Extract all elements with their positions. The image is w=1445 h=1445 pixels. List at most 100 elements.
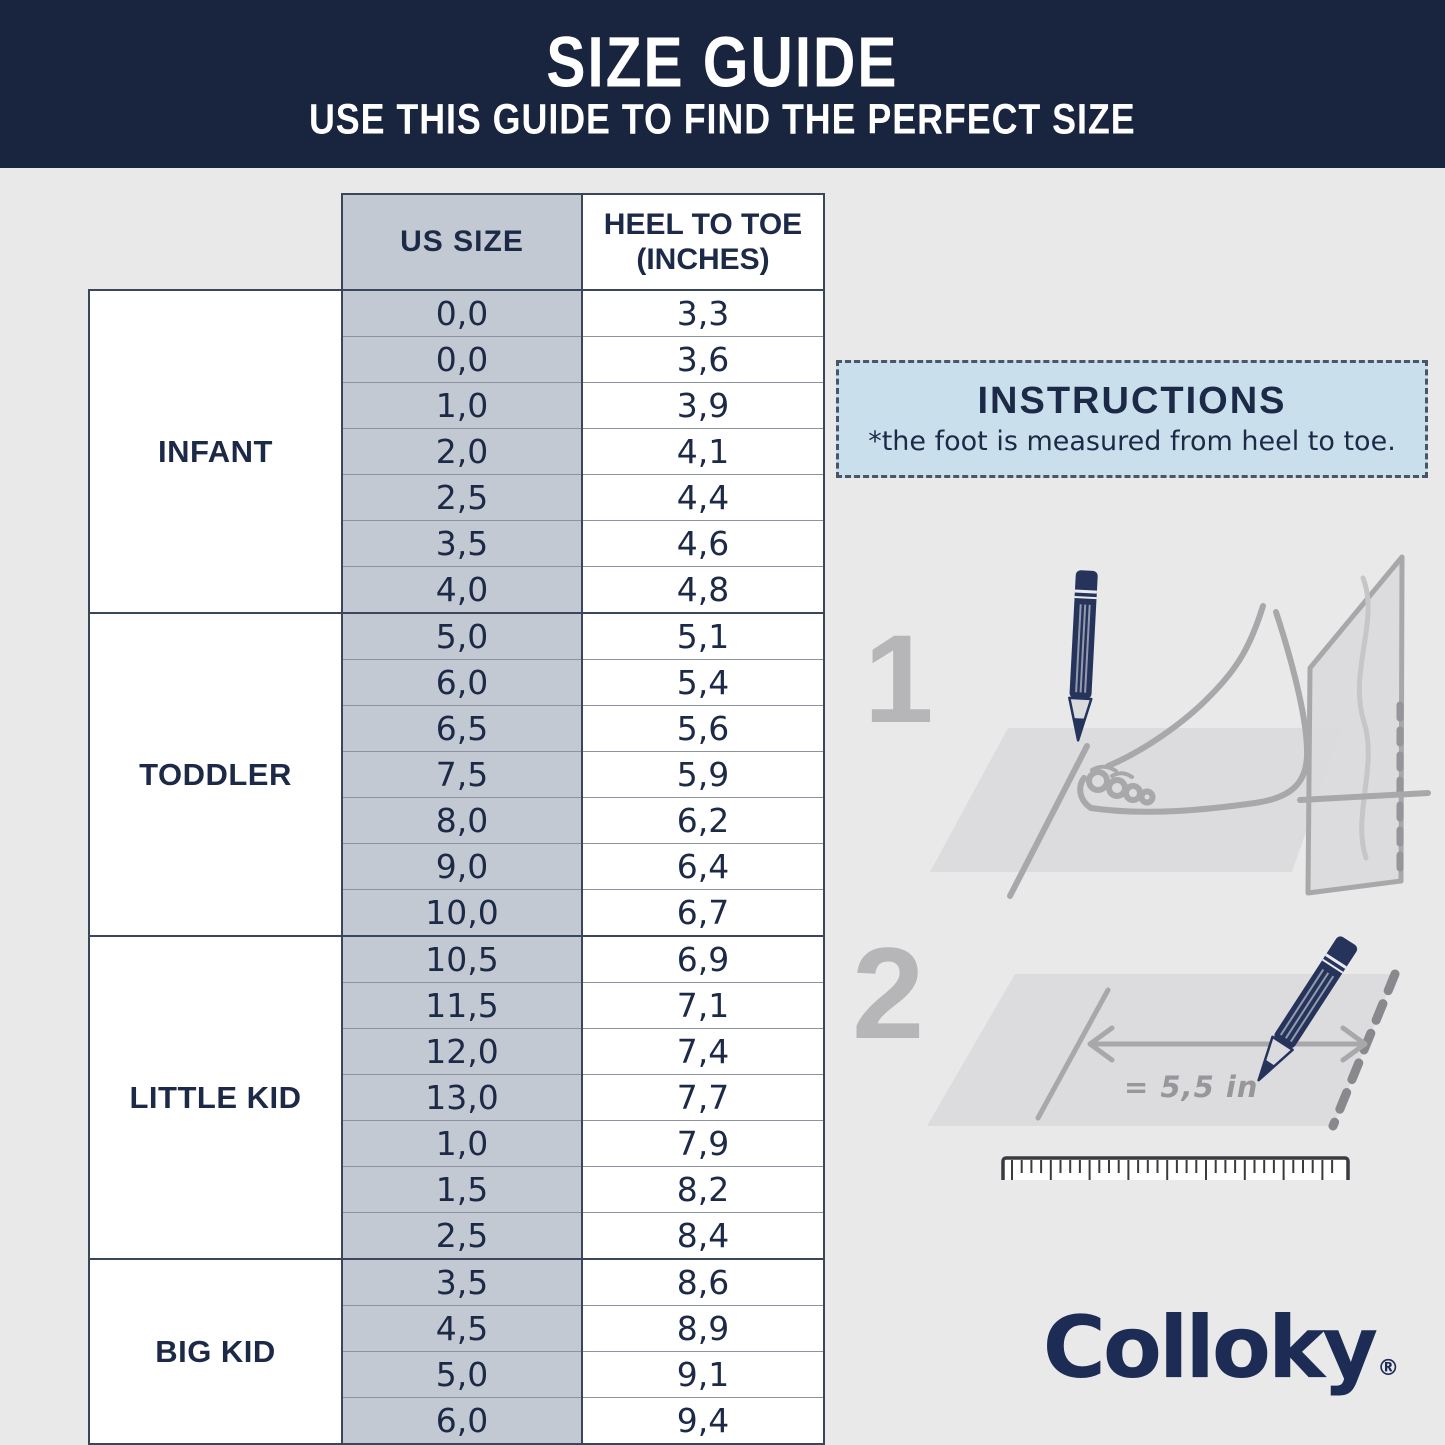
- heel-to-toe-cell: 8,4: [582, 1212, 825, 1259]
- heel-to-toe-cell: 6,4: [582, 843, 825, 890]
- instructions-title: INSTRUCTIONS: [977, 380, 1287, 423]
- size-table: US SIZE HEEL TO TOE (INCHES) INFANT 0,0 3,…: [88, 193, 825, 1445]
- pencil-icon: [1068, 570, 1098, 742]
- category-cell: TODDLER: [88, 612, 343, 937]
- table-row: 6,0 9,4: [89, 1397, 825, 1445]
- us-size-cell: 2,5: [341, 474, 583, 521]
- table-row: TODDLER 5,0 5,1: [88, 612, 825, 937]
- heel-header-line2: (INCHES): [636, 243, 770, 276]
- table-row: BIG KID 3,5 8,6: [88, 1258, 825, 1445]
- heel-to-toe-cell: 4,1: [582, 428, 825, 475]
- instructions-box: INSTRUCTIONS *the foot is measured from …: [836, 360, 1428, 478]
- heel-to-toe-cell: 5,9: [582, 751, 825, 798]
- heel-to-toe-cell: 3,6: [582, 336, 825, 383]
- table-row: 1,0 3,9: [89, 382, 825, 429]
- table-row: 0,0 3,6: [89, 336, 825, 383]
- step2-illustration: 2 = 5,5 in: [852, 920, 1400, 1180]
- header-spacer-cell: [89, 194, 342, 290]
- table-row: 8,0 6,2: [89, 797, 825, 844]
- table-row: 2,0 4,1: [89, 428, 825, 475]
- table-row: 12,0 7,4: [89, 1028, 825, 1075]
- floor-line: [1297, 790, 1431, 803]
- heel-to-toe-cell: 8,2: [582, 1166, 825, 1213]
- heel-to-toe-cell: 6,7: [582, 889, 825, 936]
- us-size-cell: 7,5: [341, 751, 583, 798]
- us-size-cell: 6,5: [341, 705, 583, 752]
- measurement-arrow: [1087, 1025, 1368, 1063]
- brand-name: Colloky: [1042, 1298, 1378, 1398]
- paper-dashed-edge: [1328, 969, 1400, 1131]
- us-size-cell: 12,0: [341, 1028, 583, 1075]
- table-row: 4,5 8,9: [89, 1305, 825, 1352]
- wall-board: [1305, 554, 1405, 896]
- heel-to-toe-cell: 6,9: [582, 935, 825, 983]
- pencil-icon-2: [1257, 936, 1358, 1082]
- paper-sheet-2: [927, 974, 1395, 1126]
- heel-to-toe-column-header: HEEL TO TOE (INCHES): [581, 193, 825, 291]
- heel-to-toe-cell: 4,4: [582, 474, 825, 521]
- table-row: INFANT 0,0 3,3: [88, 289, 825, 614]
- ruler-icon: [1001, 1156, 1350, 1180]
- table-row: LITTLE KID 10,5 6,9: [88, 935, 825, 1260]
- heel-to-toe-cell: 5,1: [582, 612, 825, 660]
- page-subtitle: USE THIS GUIDE TO FIND THE PERFECT SIZE: [309, 95, 1136, 143]
- page-title: SIZE GUIDE: [546, 21, 899, 102]
- heel-to-toe-cell: 9,1: [582, 1351, 825, 1398]
- us-size-cell: 5,0: [341, 612, 583, 660]
- ruler-ticks: [1011, 1160, 1334, 1180]
- heel-to-toe-cell: 7,9: [582, 1120, 825, 1167]
- table-row: 6,0 5,4: [89, 659, 825, 706]
- table-row: 7,5 5,9: [89, 751, 825, 798]
- us-size-column-header: US SIZE: [341, 193, 583, 291]
- us-size-cell: 1,0: [341, 1120, 583, 1167]
- category-cell: INFANT: [88, 289, 343, 614]
- heel-to-toe-cell: 7,1: [582, 982, 825, 1029]
- table-row: 6,5 5,6: [89, 705, 825, 752]
- table-row: 11,5 7,1: [89, 982, 825, 1029]
- category-cell: LITTLE KID: [88, 935, 343, 1260]
- us-size-cell: 2,0: [341, 428, 583, 475]
- heel-to-toe-cell: 9,4: [582, 1397, 825, 1445]
- us-size-cell: 9,0: [341, 843, 583, 890]
- us-size-cell: 1,0: [341, 382, 583, 429]
- heel-to-toe-cell: 7,7: [582, 1074, 825, 1121]
- table-row: 2,5 4,4: [89, 474, 825, 521]
- size-table-body: INFANT 0,0 3,3 0,0 3,6 1,0 3,9 2,0 4,1 2,5 4,4 3,5 4…: [88, 289, 825, 1445]
- heel-to-toe-cell: 8,9: [582, 1305, 825, 1352]
- table-row: 13,0 7,7: [89, 1074, 825, 1121]
- step1-number: 1: [864, 610, 934, 749]
- step1-illustration: 1: [864, 554, 1431, 899]
- heel-to-toe-cell: 5,4: [582, 659, 825, 706]
- header-banner: SIZE GUIDE USE THIS GUIDE TO FIND THE PE…: [0, 0, 1445, 168]
- us-size-cell: 4,5: [341, 1305, 583, 1352]
- us-size-cell: 1,5: [341, 1166, 583, 1213]
- foot-illustration: [1077, 603, 1311, 815]
- heel-to-toe-cell: 4,6: [582, 520, 825, 567]
- us-size-cell: 6,0: [341, 659, 583, 706]
- table-row: 10,0 6,7: [89, 889, 825, 936]
- category-cell: BIG KID: [88, 1258, 343, 1445]
- us-size-cell: 8,0: [341, 797, 583, 844]
- us-size-cell: 10,0: [341, 889, 583, 936]
- table-row: 5,0 9,1: [89, 1351, 825, 1398]
- heel-to-toe-cell: 8,6: [582, 1258, 825, 1306]
- brand-logo: Colloky®: [1010, 1298, 1430, 1398]
- table-row: 9,0 6,4: [89, 843, 825, 890]
- heel-to-toe-cell: 5,6: [582, 705, 825, 752]
- us-size-cell: 0,0: [341, 289, 583, 337]
- table-row: 3,5 4,6: [89, 520, 825, 567]
- heel-mark-line: [1035, 987, 1111, 1121]
- us-size-cell: 11,5: [341, 982, 583, 1029]
- us-size-cell: 0,0: [341, 336, 583, 383]
- us-size-cell: 5,0: [341, 1351, 583, 1398]
- us-size-cell: 4,0: [341, 566, 583, 613]
- heel-to-toe-cell: 7,4: [582, 1028, 825, 1075]
- table-row: 2,5 8,4: [89, 1212, 825, 1259]
- table-row: 1,0 7,9: [89, 1120, 825, 1167]
- us-size-cell: 13,0: [341, 1074, 583, 1121]
- heel-to-toe-cell: 6,2: [582, 797, 825, 844]
- us-size-cell: 3,5: [341, 1258, 583, 1306]
- us-size-cell: 6,0: [341, 1397, 583, 1445]
- heel-header-line1: HEEL TO TOE: [603, 207, 803, 241]
